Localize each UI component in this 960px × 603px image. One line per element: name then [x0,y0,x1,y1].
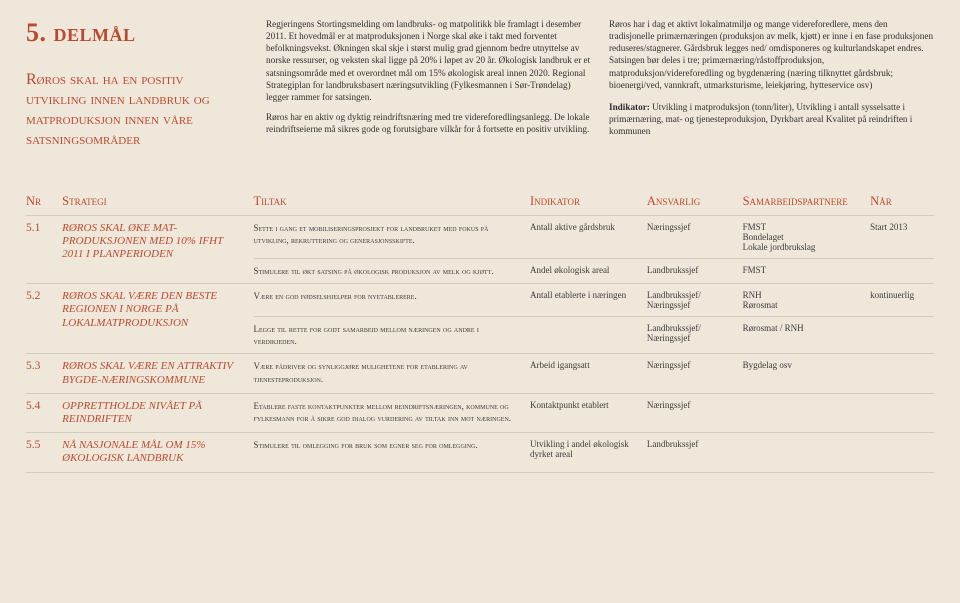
th-nar: Når [870,190,934,216]
section-heading: Røros skal ha en positiv utvikling innen… [26,70,246,150]
th-strategi: Strategi [62,190,253,216]
body-text-2: Røros har i dag et aktivt lokalmatmiljø … [609,18,934,91]
cell-strategi: RØROS SKAL VÆRE EN ATTRAKTIV BYGDE-NÆRIN… [62,354,253,393]
table-row: 5.5NÅ NASJONALE MÅL OM 15% ØKOLOGISK LAN… [26,433,934,472]
cell-indikator: Antall etablerte i næringen [530,284,647,317]
cell-nr: 5.3 [26,354,62,393]
cell-samarbeidspartnere: FMST Bondelaget Lokale jordbrukslag [743,216,871,259]
body-text-1a: Regjeringens Stortingsmelding om landbru… [266,18,591,103]
cell-tiltak: Være en god fødselshjelper for nyetabler… [254,284,530,317]
cell-indikator: Kontaktpunkt etablert [530,393,647,432]
cell-nar [870,354,934,393]
cell-strategi: RØROS SKAL ØKE MAT-PRODUKSJONEN MED 10% … [62,216,253,284]
th-samarbeidspartnere: Samarbeidspartnere [743,190,871,216]
cell-indikator: Utvikling i andel økologisk dyrket areal [530,433,647,472]
top-section: 5. delmål Røros skal ha en positiv utvik… [26,18,934,150]
cell-strategi: RØROS SKAL VÆRE DEN BESTE REGIONEN I NOR… [62,284,253,354]
cell-strategi: OPPRETTHOLDE NIVÅET PÅ REINDRIFTEN [62,393,253,432]
cell-ansvarlig: Næringssjef [647,216,743,259]
body-text-1b: Røros har en aktiv og dyktig reindriftsn… [266,111,591,135]
cell-tiltak: Legge til rette for godt samarbeid mello… [254,317,530,354]
section-number: 5. delmål [26,18,246,48]
th-ansvarlig: Ansvarlig [647,190,743,216]
table-row: 5.1RØROS SKAL ØKE MAT-PRODUKSJONEN MED 1… [26,216,934,259]
cell-tiltak: Sette i gang et mobiliseringsprosjekt fo… [254,216,530,259]
cell-indikator: Antall aktive gårdsbruk [530,216,647,259]
cell-nr: 5.2 [26,284,62,354]
cell-samarbeidspartnere: RNH Rørosmat [743,284,871,317]
cell-nar: kontinuerlig [870,284,934,317]
cell-tiltak: Være pådriver og synliggjøre mulighetene… [254,354,530,393]
cell-nr: 5.5 [26,433,62,472]
cell-ansvarlig: Landbrukssjef [647,433,743,472]
cell-nr: 5.4 [26,393,62,432]
cell-samarbeidspartnere [743,393,871,432]
th-tiltak: Tiltak [254,190,530,216]
th-indikator: Indikator [530,190,647,216]
cell-nar [870,317,934,354]
cell-indikator: Andel økologisk areal [530,259,647,284]
cell-nar: Start 2013 [870,216,934,259]
cell-tiltak: Etablere faste kontaktpunkter mellom rei… [254,393,530,432]
cell-strategi: NÅ NASJONALE MÅL OM 15% ØKOLOGISK LANDBR… [62,433,253,472]
cell-ansvarlig: Landbrukssjef/ Næringssjef [647,317,743,354]
body-col-1: Regjeringens Stortingsmelding om landbru… [266,18,591,150]
strategy-table: Nr Strategi Tiltak Indikator Ansvarlig S… [26,190,934,473]
cell-nar [870,393,934,432]
cell-nar [870,259,934,284]
indikator-text: Utvikling i matproduksjon (tonn/liter), … [609,102,912,136]
cell-tiltak: Stimulere til økt satsing på økologisk p… [254,259,530,284]
cell-ansvarlig: Landbrukssjef/ Næringssjef [647,284,743,317]
cell-indikator: Arbeid igangsatt [530,354,647,393]
th-nr: Nr [26,190,62,216]
cell-ansvarlig: Næringssjef [647,393,743,432]
cell-samarbeidspartnere: FMST [743,259,871,284]
indikator-block: Indikator: Utvikling i matproduksjon (to… [609,101,934,137]
table-row: 5.3RØROS SKAL VÆRE EN ATTRAKTIV BYGDE-NÆ… [26,354,934,393]
table-row: 5.4OPPRETTHOLDE NIVÅET PÅ REINDRIFTENEta… [26,393,934,432]
cell-samarbeidspartnere: Bygdelag osv [743,354,871,393]
cell-ansvarlig: Næringssjef [647,354,743,393]
body-col-2: Røros har i dag et aktivt lokalmatmiljø … [609,18,934,150]
cell-indikator [530,317,647,354]
cell-samarbeidspartnere: Rørosmat / RNH [743,317,871,354]
cell-samarbeidspartnere [743,433,871,472]
body-columns: Regjeringens Stortingsmelding om landbru… [266,18,934,150]
indikator-label: Indikator: [609,102,650,112]
cell-nar [870,433,934,472]
cell-nr: 5.1 [26,216,62,284]
table-row: 5.2RØROS SKAL VÆRE DEN BESTE REGIONEN I … [26,284,934,317]
left-column: 5. delmål Røros skal ha en positiv utvik… [26,18,246,150]
cell-ansvarlig: Landbrukssjef [647,259,743,284]
table-header-row: Nr Strategi Tiltak Indikator Ansvarlig S… [26,190,934,216]
cell-tiltak: Stimulere til omlegging for bruk som egn… [254,433,530,472]
